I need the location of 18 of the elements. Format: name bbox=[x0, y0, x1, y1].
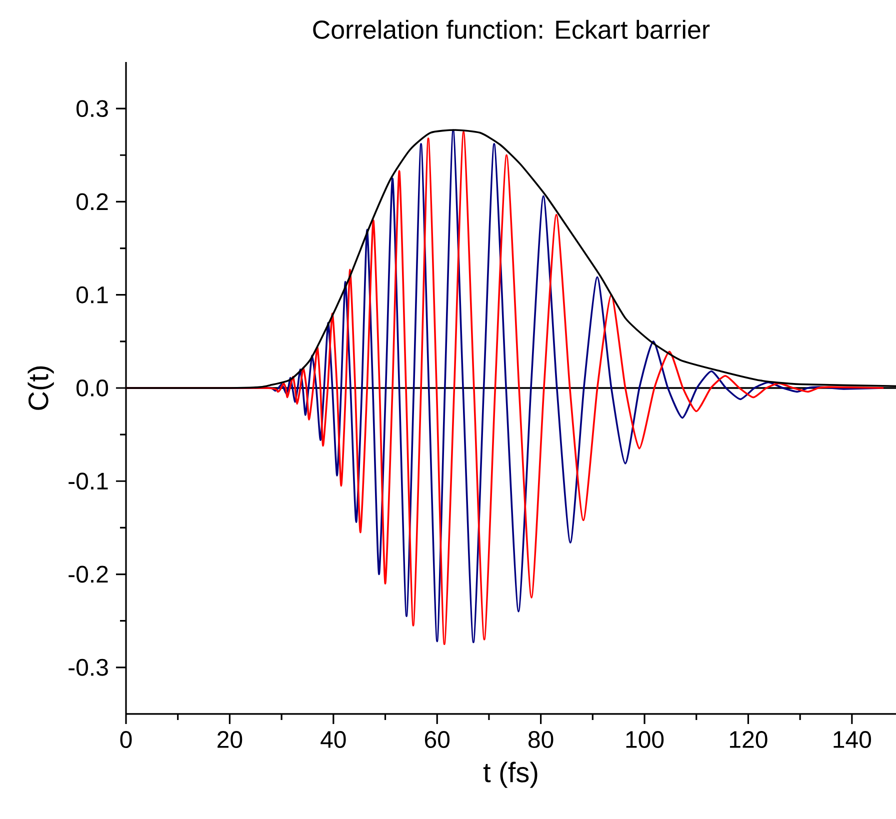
x-tick-label: 20 bbox=[218, 731, 242, 748]
y-tick-label: -0.2 bbox=[68, 566, 108, 583]
x-tick-label: 140 bbox=[834, 731, 872, 748]
x-tick-label: 80 bbox=[528, 731, 554, 748]
y-axis-title: C(t) bbox=[28, 366, 54, 410]
chart-title: Correlation function: Eckart barrier bbox=[313, 20, 710, 39]
y-tick-label: 0.0 bbox=[76, 380, 108, 396]
y-tick-label: -0.3 bbox=[68, 658, 108, 676]
x-tick-label: 120 bbox=[730, 731, 768, 748]
x-tick-label: 40 bbox=[320, 731, 346, 748]
y-tick-label: 0.1 bbox=[76, 286, 108, 304]
x-tick-label: 0 bbox=[120, 731, 132, 748]
y-tick-label: 0.2 bbox=[76, 193, 108, 210]
x-tick-label: 60 bbox=[424, 731, 450, 748]
x-tick-label: 100 bbox=[626, 731, 664, 748]
y-tick-label: 0.3 bbox=[76, 100, 108, 118]
y-tick-label: -0.1 bbox=[68, 472, 108, 490]
x-axis-title: t (fs) bbox=[483, 762, 538, 788]
